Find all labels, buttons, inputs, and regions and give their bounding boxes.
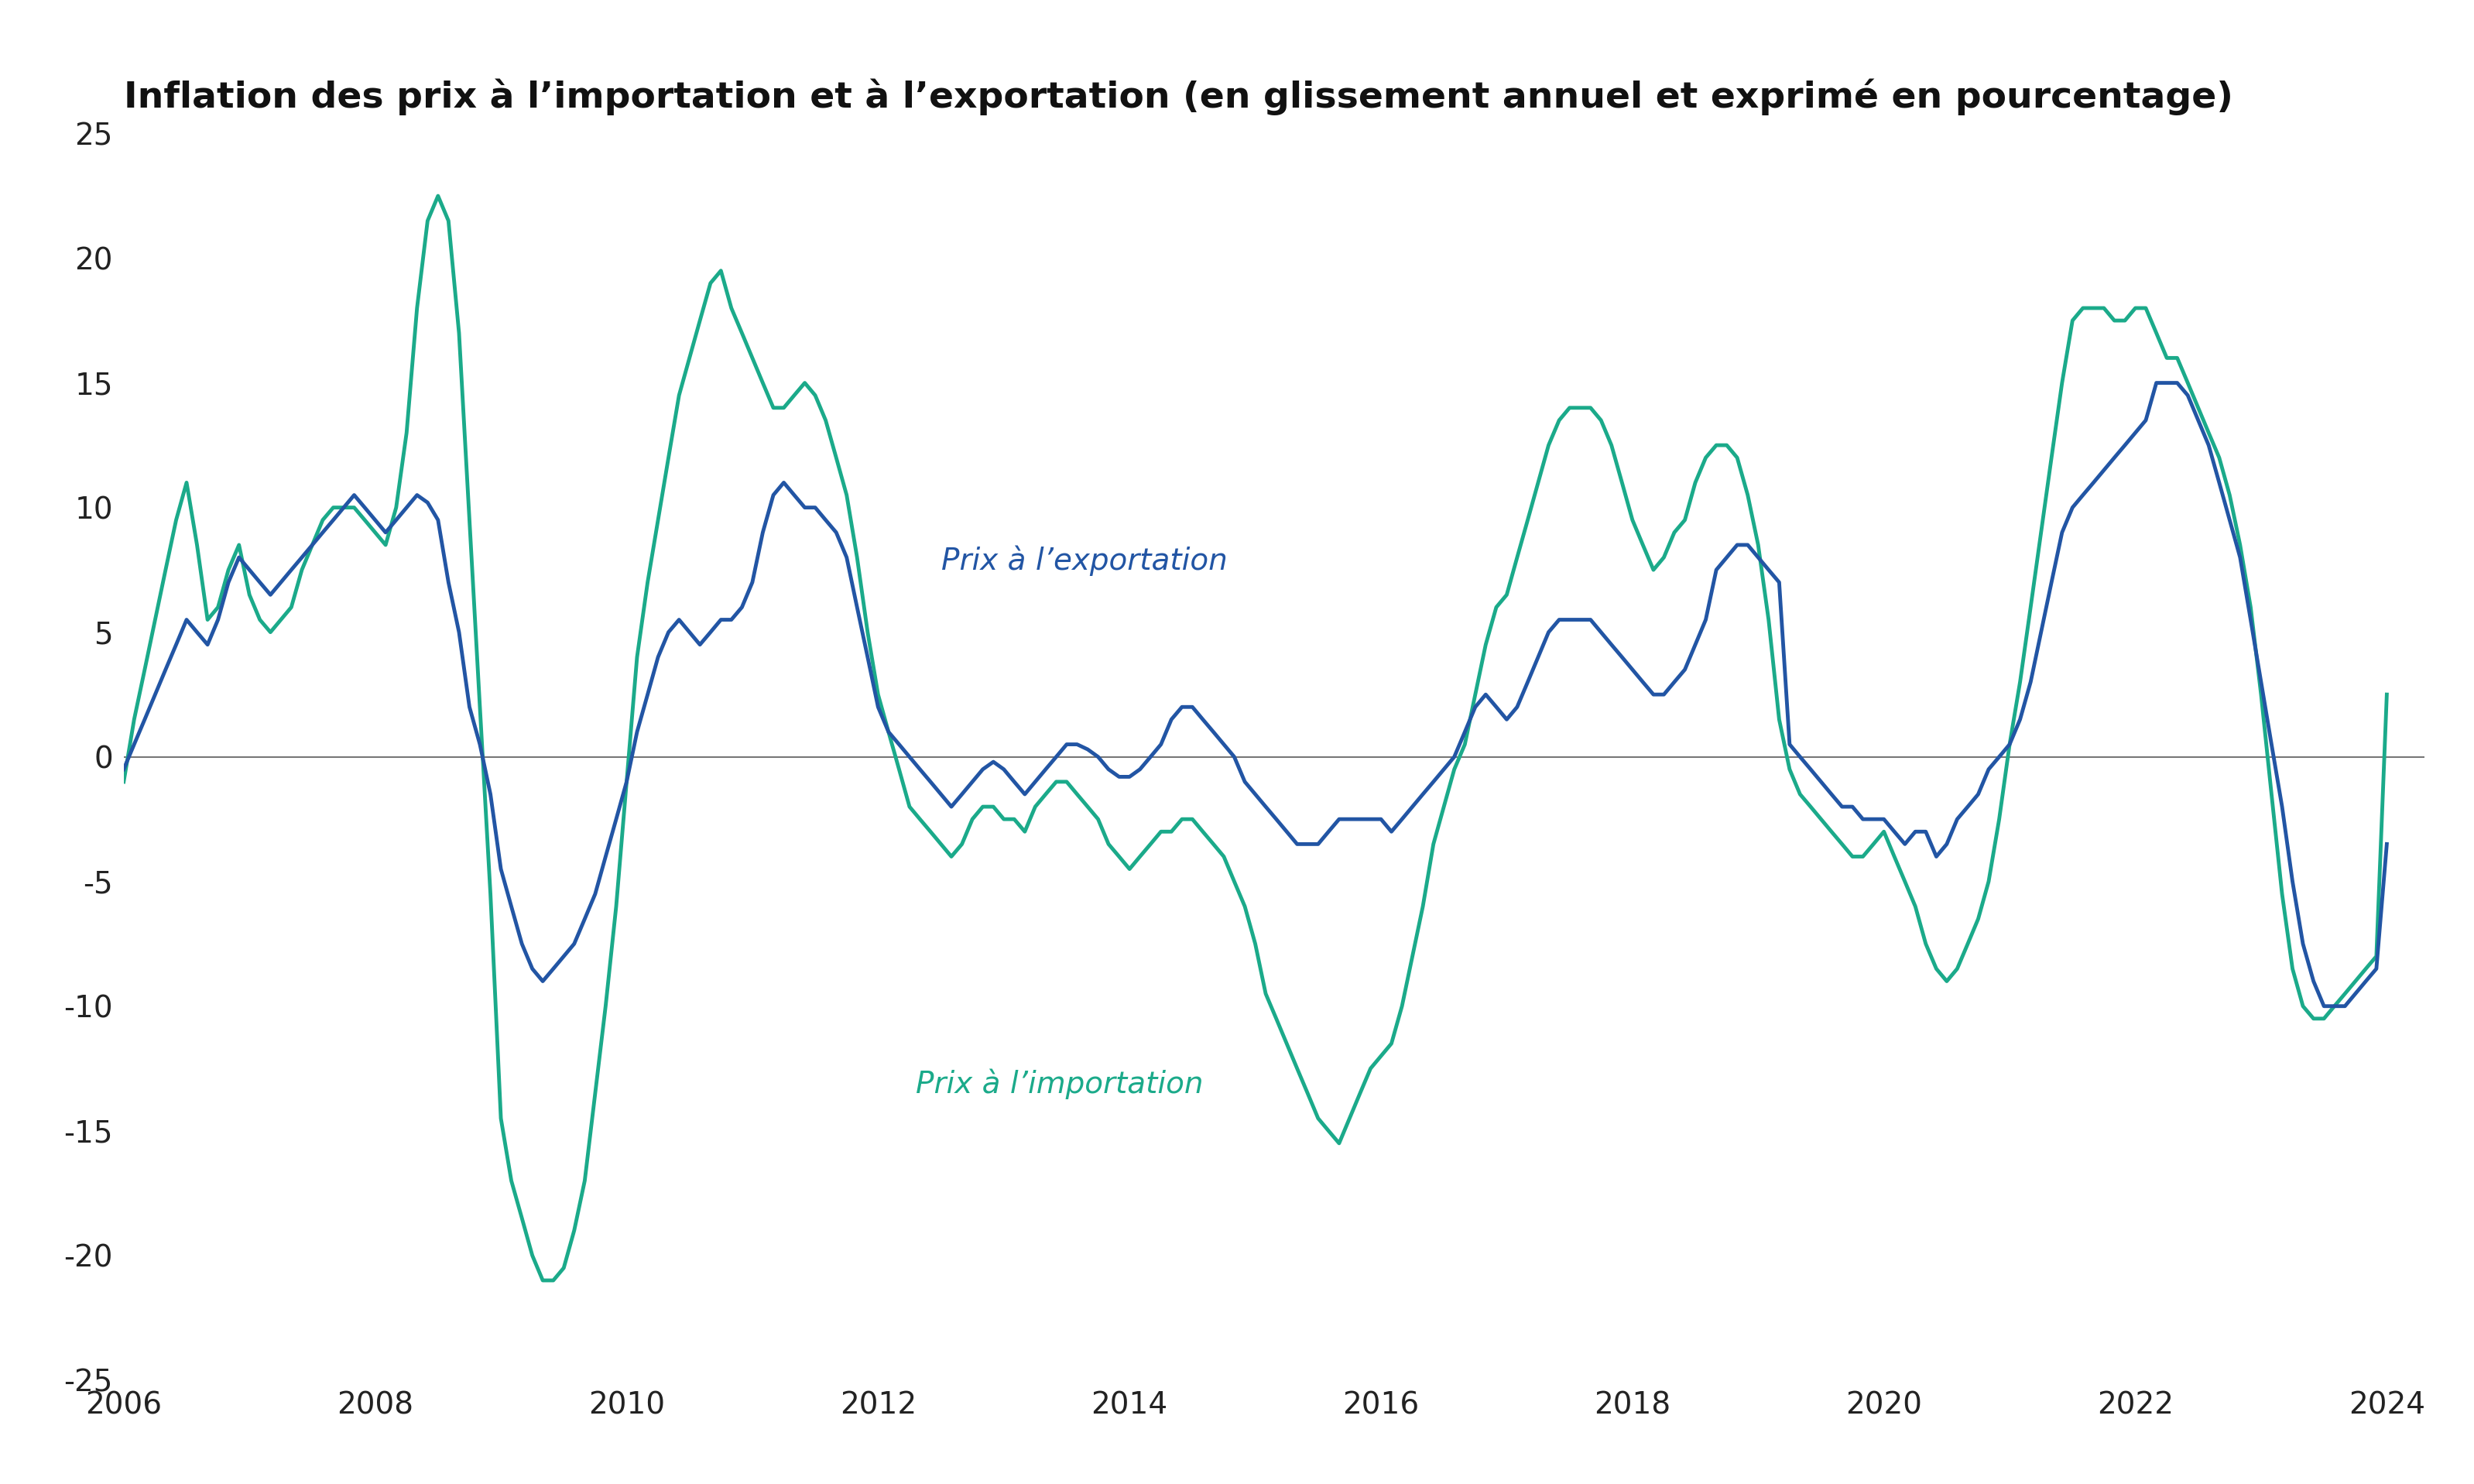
Text: Inflation des prix à l’importation et à l’exportation (en glissement annuel et e: Inflation des prix à l’importation et à …	[124, 79, 2234, 116]
Text: Prix à l’exportation: Prix à l’exportation	[940, 546, 1227, 576]
Text: Prix à l’importation: Prix à l’importation	[915, 1068, 1202, 1100]
